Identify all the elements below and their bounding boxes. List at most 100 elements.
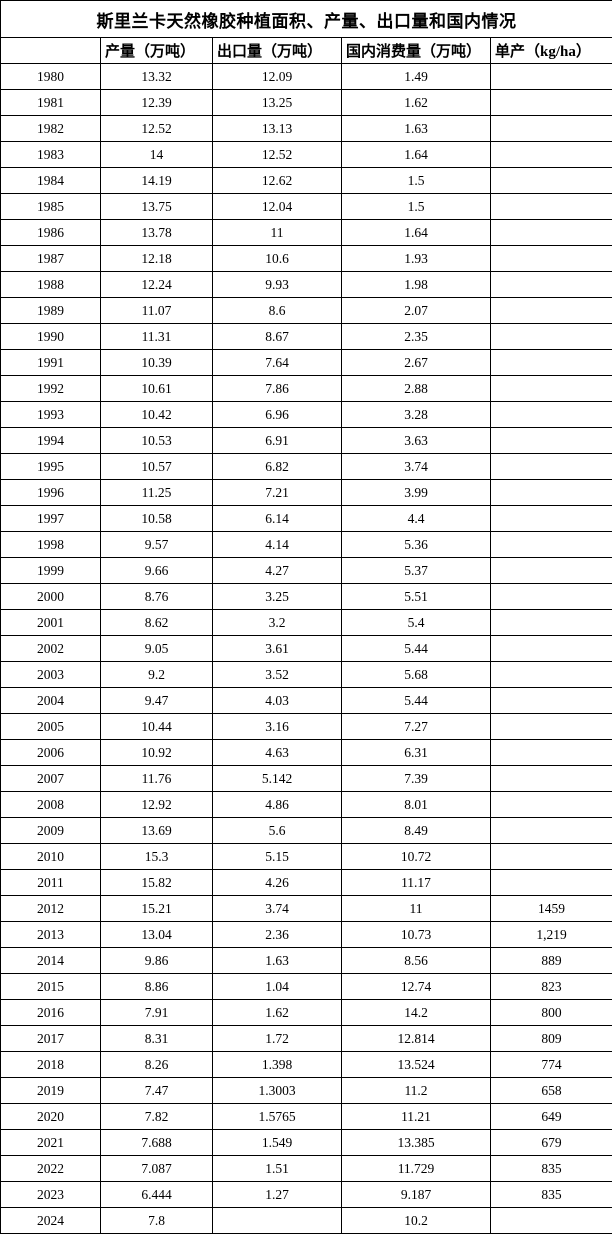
table-row: 2023 6.444 1.27 9.187 835: [0, 1181, 612, 1208]
year-cell: 2019: [0, 1077, 101, 1104]
consumption-cell: 1.98: [341, 271, 491, 298]
export-cell: 7.64: [212, 349, 342, 376]
consumption-cell: 12.74: [341, 973, 491, 1000]
year-cell: 1995: [0, 453, 101, 480]
consumption-cell: 10.2: [341, 1207, 491, 1234]
table-row: 2012 15.21 3.74 11 1459: [0, 895, 612, 922]
table-row: 1991 10.39 7.64 2.67: [0, 349, 612, 376]
year-cell: 1988: [0, 271, 101, 298]
consumption-cell: 5.44: [341, 687, 491, 714]
export-cell: 12.62: [212, 167, 342, 194]
yield-cell: [489, 505, 612, 532]
year-cell: 1985: [0, 193, 101, 220]
table-title: 斯里兰卡天然橡胶种植面积、产量、出口量和国内情况: [0, 0, 612, 38]
consumption-cell: 8.49: [341, 817, 491, 844]
table-row: 1995 10.57 6.82 3.74: [0, 453, 612, 480]
yield-cell: [489, 219, 612, 246]
yield-cell: [489, 63, 612, 90]
consumption-cell: 8.01: [341, 791, 491, 818]
year-cell: 1993: [0, 401, 101, 428]
consumption-cell: 2.88: [341, 375, 491, 402]
yield-cell: [489, 687, 612, 714]
export-cell: 1.5765: [212, 1103, 342, 1130]
consumption-cell: 13.524: [341, 1051, 491, 1078]
consumption-cell: 10.72: [341, 843, 491, 870]
year-cell: 1999: [0, 557, 101, 584]
production-cell: 8.62: [100, 609, 213, 636]
consumption-cell: 13.385: [341, 1129, 491, 1156]
year-cell: 1989: [0, 297, 101, 324]
export-cell: 1.04: [212, 973, 342, 1000]
production-cell: 8.31: [100, 1025, 213, 1052]
export-cell: 6.82: [212, 453, 342, 480]
yield-cell: [489, 245, 612, 272]
year-cell: 2008: [0, 791, 101, 818]
yield-cell: 889: [489, 947, 612, 974]
consumption-cell: 5.4: [341, 609, 491, 636]
year-cell: 1992: [0, 375, 101, 402]
yield-cell: [489, 453, 612, 480]
export-cell: 1.63: [212, 947, 342, 974]
table-row: 2016 7.91 1.62 14.2 800: [0, 999, 612, 1026]
table-row: 1985 13.75 12.04 1.5: [0, 193, 612, 220]
consumption-cell: 11.729: [341, 1155, 491, 1182]
production-cell: 13.04: [100, 921, 213, 948]
year-cell: 2018: [0, 1051, 101, 1078]
export-cell: 7.86: [212, 375, 342, 402]
year-cell: 1994: [0, 427, 101, 454]
table-row: 1984 14.19 12.62 1.5: [0, 167, 612, 194]
export-cell: 8.67: [212, 323, 342, 350]
table-row: 2004 9.47 4.03 5.44: [0, 687, 612, 714]
production-cell: 15.21: [100, 895, 213, 922]
yield-cell: [489, 115, 612, 142]
column-header-year: [0, 37, 101, 64]
yield-cell: [489, 609, 612, 636]
year-cell: 2014: [0, 947, 101, 974]
year-cell: 2022: [0, 1155, 101, 1182]
table-row: 2019 7.47 1.3003 11.2 658: [0, 1077, 612, 1104]
year-cell: 1984: [0, 167, 101, 194]
consumption-cell: 5.37: [341, 557, 491, 584]
table-row: 1983 14 12.52 1.64: [0, 141, 612, 168]
yield-cell: 823: [489, 973, 612, 1000]
export-cell: 1.398: [212, 1051, 342, 1078]
production-cell: 6.444: [100, 1181, 213, 1208]
production-cell: 9.66: [100, 557, 213, 584]
year-cell: 2004: [0, 687, 101, 714]
export-cell: 5.15: [212, 843, 342, 870]
export-cell: 4.26: [212, 869, 342, 896]
export-cell: 1.72: [212, 1025, 342, 1052]
column-header-export: 出口量（万吨）: [212, 37, 342, 64]
consumption-cell: 9.187: [341, 1181, 491, 1208]
production-cell: 11.76: [100, 765, 213, 792]
table-row: 2022 7.087 1.51 11.729 835: [0, 1155, 612, 1182]
table-row: 1992 10.61 7.86 2.88: [0, 375, 612, 402]
yield-cell: [489, 89, 612, 116]
consumption-cell: 2.67: [341, 349, 491, 376]
table-row: 2006 10.92 4.63 6.31: [0, 739, 612, 766]
yield-cell: 1,219: [489, 921, 612, 948]
production-cell: 11.31: [100, 323, 213, 350]
yield-cell: [489, 141, 612, 168]
production-cell: 10.92: [100, 739, 213, 766]
production-cell: 10.44: [100, 713, 213, 740]
consumption-cell: 11.17: [341, 869, 491, 896]
consumption-cell: 11.21: [341, 1103, 491, 1130]
table-row: 1986 13.78 11 1.64: [0, 219, 612, 246]
title-row: 斯里兰卡天然橡胶种植面积、产量、出口量和国内情况: [0, 0, 612, 38]
production-cell: 12.24: [100, 271, 213, 298]
yield-cell: 658: [489, 1077, 612, 1104]
export-cell: 3.2: [212, 609, 342, 636]
export-cell: 4.03: [212, 687, 342, 714]
export-cell: 5.142: [212, 765, 342, 792]
year-cell: 2023: [0, 1181, 101, 1208]
yield-cell: [489, 375, 612, 402]
year-cell: 2015: [0, 973, 101, 1000]
consumption-cell: 1.93: [341, 245, 491, 272]
table-row: 1999 9.66 4.27 5.37: [0, 557, 612, 584]
yield-cell: [489, 479, 612, 506]
yield-cell: [489, 739, 612, 766]
export-cell: 1.62: [212, 999, 342, 1026]
year-cell: 2000: [0, 583, 101, 610]
year-cell: 2021: [0, 1129, 101, 1156]
